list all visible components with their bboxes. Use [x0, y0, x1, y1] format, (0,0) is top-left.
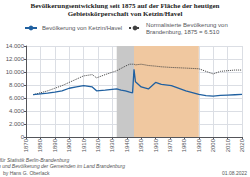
svg-text:6.000: 6.000	[9, 95, 25, 101]
svg-text:1910: 1910	[81, 138, 87, 152]
svg-text:Gebietskörperschaft von Ketzin: Gebietskörperschaft von Ketzin/Havel	[68, 10, 183, 18]
svg-text:Bevölkerung von Ketzin/Havel: Bevölkerung von Ketzin/Havel	[42, 25, 122, 31]
svg-text:1920: 1920	[95, 138, 101, 152]
svg-text:1900: 1900	[66, 138, 72, 152]
svg-text:1980: 1980	[181, 138, 187, 152]
svg-text:1890: 1890	[52, 138, 58, 152]
svg-text:0: 0	[20, 134, 24, 140]
svg-text:1950: 1950	[138, 138, 144, 152]
svg-text:1870: 1870	[23, 138, 29, 152]
svg-text:01.08.2022: 01.08.2022	[222, 170, 247, 176]
svg-text:2020: 2020	[239, 138, 245, 152]
svg-text:1990: 1990	[196, 138, 202, 152]
svg-text:1960: 1960	[153, 138, 159, 152]
svg-text:2.000: 2.000	[9, 121, 25, 127]
svg-text:12.000: 12.000	[6, 56, 25, 62]
svg-text:8.000: 8.000	[9, 82, 25, 88]
svg-text:Normalisierte Bevölkerung von: Normalisierte Bevölkerung von	[146, 22, 228, 28]
svg-text:4.000: 4.000	[9, 108, 25, 114]
svg-text:1880: 1880	[37, 138, 43, 152]
svg-text:Brandenburg, 1875 = 6.510: Brandenburg, 1875 = 6.510	[146, 29, 220, 35]
svg-text:1930: 1930	[109, 138, 115, 152]
svg-text:14.000: 14.000	[6, 43, 25, 49]
svg-text:2000: 2000	[210, 138, 216, 152]
svg-text:2010: 2010	[225, 138, 231, 152]
svg-text:1940: 1940	[124, 138, 130, 152]
svg-text:by Hans G. Oberlack: by Hans G. Oberlack	[3, 170, 50, 176]
svg-text:1970: 1970	[167, 138, 173, 152]
svg-text:Bevölkerungsentwicklung seit 1: Bevölkerungsentwicklung seit 1875 auf de…	[31, 2, 220, 10]
svg-text:10.000: 10.000	[6, 69, 25, 75]
svg-text:Historische Gemeindeeinwohnerz: Historische Gemeindeeinwohnerzahlen und …	[0, 163, 125, 169]
